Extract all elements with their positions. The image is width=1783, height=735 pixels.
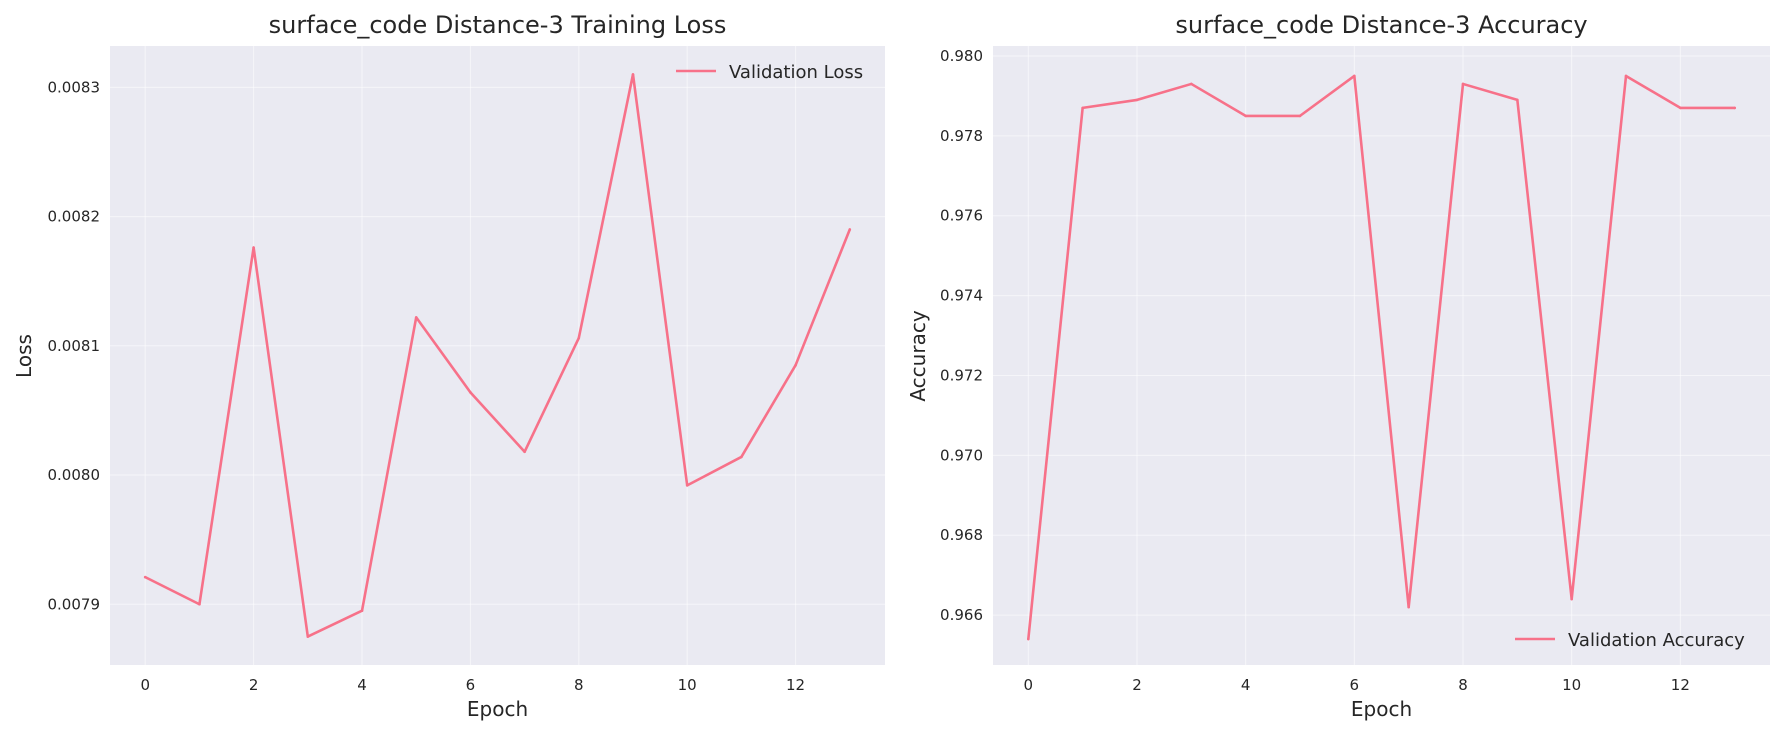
accuracy-y-tick-label: 0.972	[940, 366, 983, 384]
loss-chart: 0 2 4 6 8 10 120.00790.00800.00810.00820.0083 …	[12, 11, 885, 721]
accuracy-x-tick-label: 4	[1241, 676, 1251, 694]
loss-x-tick-label: 12	[786, 676, 805, 694]
loss-legend-label: Validation Loss	[729, 62, 863, 83]
accuracy-chart-title: surface_code Distance-3 Accuracy	[1175, 11, 1587, 39]
accuracy-data-point	[1353, 74, 1356, 78]
accuracy-x-tick-label: 10	[1562, 676, 1581, 694]
loss-x-tick-label: 8	[574, 676, 584, 694]
accuracy-grid	[993, 46, 1770, 665]
accuracy-series	[1027, 74, 1736, 641]
loss-data-point	[523, 450, 526, 454]
accuracy-x-tick-label: 0	[1024, 676, 1034, 694]
loss-ticks: 0 2 4 6 8 10 12 0.0079 0.0080 0.0081 0.0082 0.0083	[48, 78, 806, 694]
accuracy-x-axis-label: Epoch	[1351, 697, 1412, 721]
accuracy-data-point	[1461, 82, 1465, 86]
accuracy-legend: Validation Accuracy	[1515, 630, 1745, 651]
loss-chart-title: surface_code Distance-3 Training Loss	[269, 11, 727, 39]
accuracy-y-tick-label: 0.968	[940, 526, 983, 544]
loss-y-tick-label: 0.0079	[48, 595, 101, 613]
loss-y-axis-label: Loss	[12, 334, 36, 378]
accuracy-y-axis-label: Accuracy	[906, 310, 930, 401]
loss-data-point	[794, 363, 797, 367]
accuracy-data-point	[1190, 82, 1193, 86]
accuracy-data-point	[1298, 114, 1302, 118]
accuracy-y-tick-label: 0.974	[940, 287, 983, 305]
loss-data-point	[469, 391, 472, 394]
loss-data-point	[740, 455, 743, 459]
loss-x-axis-label: Epoch	[467, 697, 528, 721]
loss-x-tick-label: 6	[466, 676, 476, 694]
loss-series-line	[143, 73, 852, 638]
loss-legend: Validation Loss	[676, 62, 863, 83]
accuracy-y-tick-label: 0.966	[940, 606, 983, 624]
accuracy-data-point	[1570, 597, 1573, 601]
accuracy-data-point	[1244, 114, 1247, 118]
accuracy-y-tick-label: 0.970	[940, 446, 983, 464]
loss-x-tick-label: 4	[357, 676, 367, 694]
loss-data-point	[252, 246, 255, 249]
loss-y-tick-label: 0.0083	[48, 78, 101, 96]
accuracy-legend-label: Validation Accuracy	[1568, 630, 1745, 651]
accuracy-x-tick-label: 6	[1350, 676, 1360, 694]
accuracy-chart: 0 2 4 6 8 10 12 0.966 0.968 0.970 0.972 0.974 0.976 0…	[906, 11, 1770, 721]
loss-data-point	[631, 73, 635, 76]
accuracy-data-point	[1407, 605, 1410, 609]
accuracy-ticks: 0 2 4 6 8 10 12 0.966 0.968 0.970 0.972 0.974 0.976 0…	[940, 47, 1690, 694]
loss-data-point	[198, 602, 201, 606]
accuracy-data-point	[1679, 106, 1682, 110]
accuracy-series-line	[1027, 74, 1736, 641]
accuracy-data-point	[1081, 106, 1084, 110]
accuracy-y-tick-label: 0.978	[940, 127, 983, 145]
accuracy-x-tick-label: 12	[1671, 676, 1690, 694]
loss-data-point	[685, 484, 689, 487]
loss-y-tick-label: 0.0081	[48, 337, 101, 355]
accuracy-data-point	[1624, 74, 1628, 78]
loss-x-tick-label: 2	[249, 676, 259, 694]
loss-y-tick-label: 0.0080	[48, 466, 101, 484]
accuracy-data-point	[1733, 106, 1736, 110]
accuracy-x-tick-label: 2	[1132, 676, 1142, 694]
accuracy-y-tick-label: 0.976	[940, 207, 983, 225]
accuracy-y-tick-label: 0.980	[940, 47, 983, 65]
loss-data-point	[143, 575, 147, 579]
loss-data-point	[848, 228, 852, 231]
loss-data-point	[306, 635, 310, 638]
accuracy-data-point	[1135, 98, 1139, 102]
loss-grid	[110, 46, 885, 665]
loss-series	[143, 73, 852, 638]
loss-x-tick-label: 10	[678, 676, 697, 694]
accuracy-plot-area	[993, 46, 1770, 665]
accuracy-x-tick-label: 8	[1458, 676, 1468, 694]
loss-data-point	[414, 316, 418, 319]
loss-data-point	[577, 336, 581, 340]
loss-y-tick-label: 0.0082	[48, 208, 101, 226]
loss-x-tick-label: 0	[140, 676, 150, 694]
accuracy-data-point	[1027, 637, 1030, 641]
loss-plot-area	[110, 46, 885, 665]
accuracy-data-point	[1516, 98, 1519, 102]
loss-data-point	[360, 609, 364, 613]
